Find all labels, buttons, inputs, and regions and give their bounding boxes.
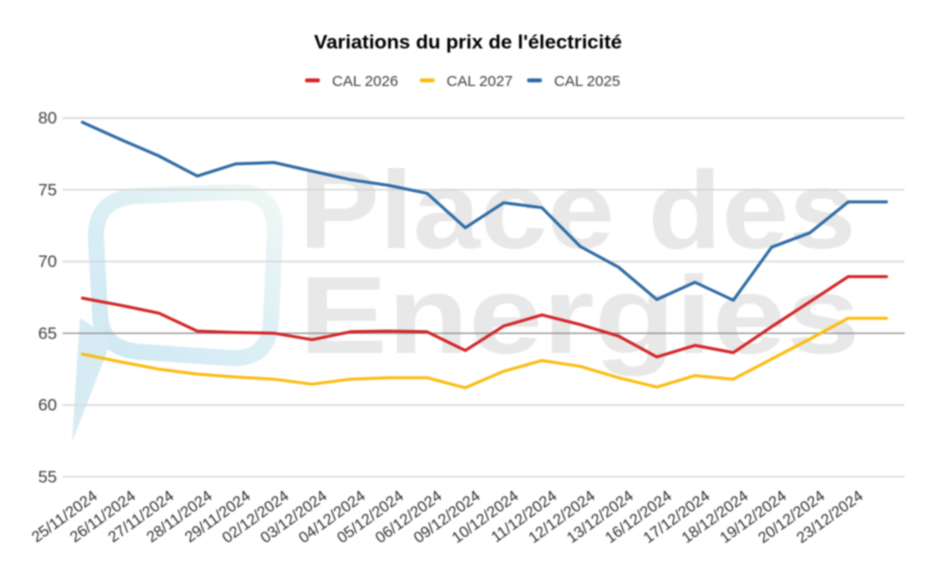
svg-text:60: 60 xyxy=(38,396,57,415)
svg-text:Energies: Energies xyxy=(299,254,860,377)
svg-text:Variations du prix de l'électr: Variations du prix de l'électricité xyxy=(314,33,622,54)
svg-text:Place des: Place des xyxy=(299,149,856,272)
svg-text:75: 75 xyxy=(38,180,57,199)
svg-text:70: 70 xyxy=(38,252,57,271)
svg-text:65: 65 xyxy=(38,324,57,343)
svg-text:CAL 2027: CAL 2027 xyxy=(447,73,513,90)
svg-text:55: 55 xyxy=(38,467,57,486)
svg-text:80: 80 xyxy=(38,109,57,128)
svg-text:CAL 2025: CAL 2025 xyxy=(554,73,620,90)
svg-text:CAL 2026: CAL 2026 xyxy=(332,73,398,90)
